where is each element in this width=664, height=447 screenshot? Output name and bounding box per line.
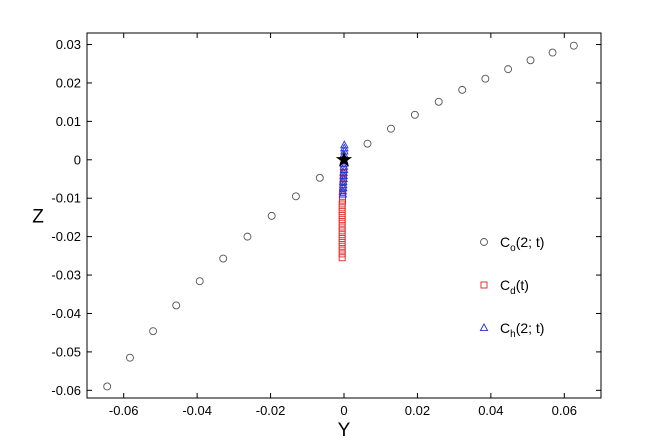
y-tick-label: -0.01: [51, 191, 81, 206]
data-point: [504, 65, 513, 74]
y-tick-label: -0.02: [51, 229, 81, 244]
data-point: [338, 242, 346, 250]
y-tick-label: 0.01: [56, 114, 81, 129]
data-point: [338, 215, 346, 223]
data-point: [338, 254, 346, 262]
data-point: [291, 192, 300, 201]
data-point: [434, 97, 443, 106]
y-tick-label: -0.05: [51, 344, 81, 359]
data-point: [338, 227, 346, 235]
data-point: [548, 48, 557, 57]
data-point: [338, 208, 346, 216]
series-layer: [103, 41, 578, 391]
data-point: [338, 204, 346, 212]
series-circle: [103, 41, 578, 391]
x-tick-label: 0.04: [478, 403, 503, 418]
data-point: [172, 301, 181, 310]
legend-marker: [480, 238, 488, 246]
data-point: [338, 235, 346, 243]
x-tick-label: -0.04: [182, 403, 212, 418]
x-tick-label: 0: [340, 403, 347, 418]
data-point: [340, 140, 349, 149]
data-point: [338, 231, 346, 239]
data-point: [338, 250, 346, 258]
x-tick-label: -0.06: [109, 403, 139, 418]
data-point: [338, 200, 346, 208]
x-tick-label: 0.06: [552, 403, 577, 418]
legend-label: Cd(t): [500, 277, 529, 297]
legend: Co(2; t) Cd(t) Ch(2; t): [479, 234, 544, 340]
data-point: [526, 56, 535, 65]
data-point: [569, 41, 578, 50]
data-point: [458, 85, 467, 94]
plot-area: [86, 32, 602, 399]
x-tick-label: -0.02: [256, 403, 286, 418]
data-point: [338, 238, 346, 246]
data-point: [267, 211, 276, 220]
data-point: [340, 169, 348, 177]
data-point: [149, 327, 158, 336]
y-tick-label: 0: [74, 152, 81, 167]
origin-star-marker: [335, 151, 353, 167]
data-point: [387, 124, 395, 133]
data-point: [243, 232, 252, 241]
y-tick-label: 0.03: [56, 37, 81, 52]
data-point: [103, 382, 112, 391]
data-point: [363, 139, 372, 148]
data-point: [481, 74, 490, 83]
data-point: [338, 246, 346, 254]
x-tick-label: 0.02: [405, 403, 430, 418]
legend-label: Co(2; t): [500, 234, 544, 254]
legend-marker: [480, 281, 488, 289]
data-point: [126, 353, 134, 362]
data-point: [195, 277, 204, 286]
x-axis-title: Y: [338, 420, 351, 441]
y-tick-label: -0.06: [51, 383, 81, 398]
y-tick-label: 0.02: [56, 75, 81, 90]
data-point: [315, 173, 324, 182]
data-point: [338, 219, 346, 227]
y-tick-label: -0.03: [51, 268, 81, 283]
axis-ticks: -0.06 -0.04 -0.02 0 0.02 0.04 0.06 0.03 0.02 0.01…: [51, 33, 601, 418]
y-axis-title: Z: [32, 207, 44, 228]
legend-label: Ch(2; t): [500, 320, 544, 340]
data-point: [410, 110, 419, 119]
y-tick-label: -0.04: [51, 306, 81, 321]
data-point: [219, 254, 228, 263]
data-point: [338, 223, 346, 231]
plot-frame: [86, 32, 602, 399]
data-point: [338, 212, 346, 219]
legend-marker: [479, 323, 489, 332]
